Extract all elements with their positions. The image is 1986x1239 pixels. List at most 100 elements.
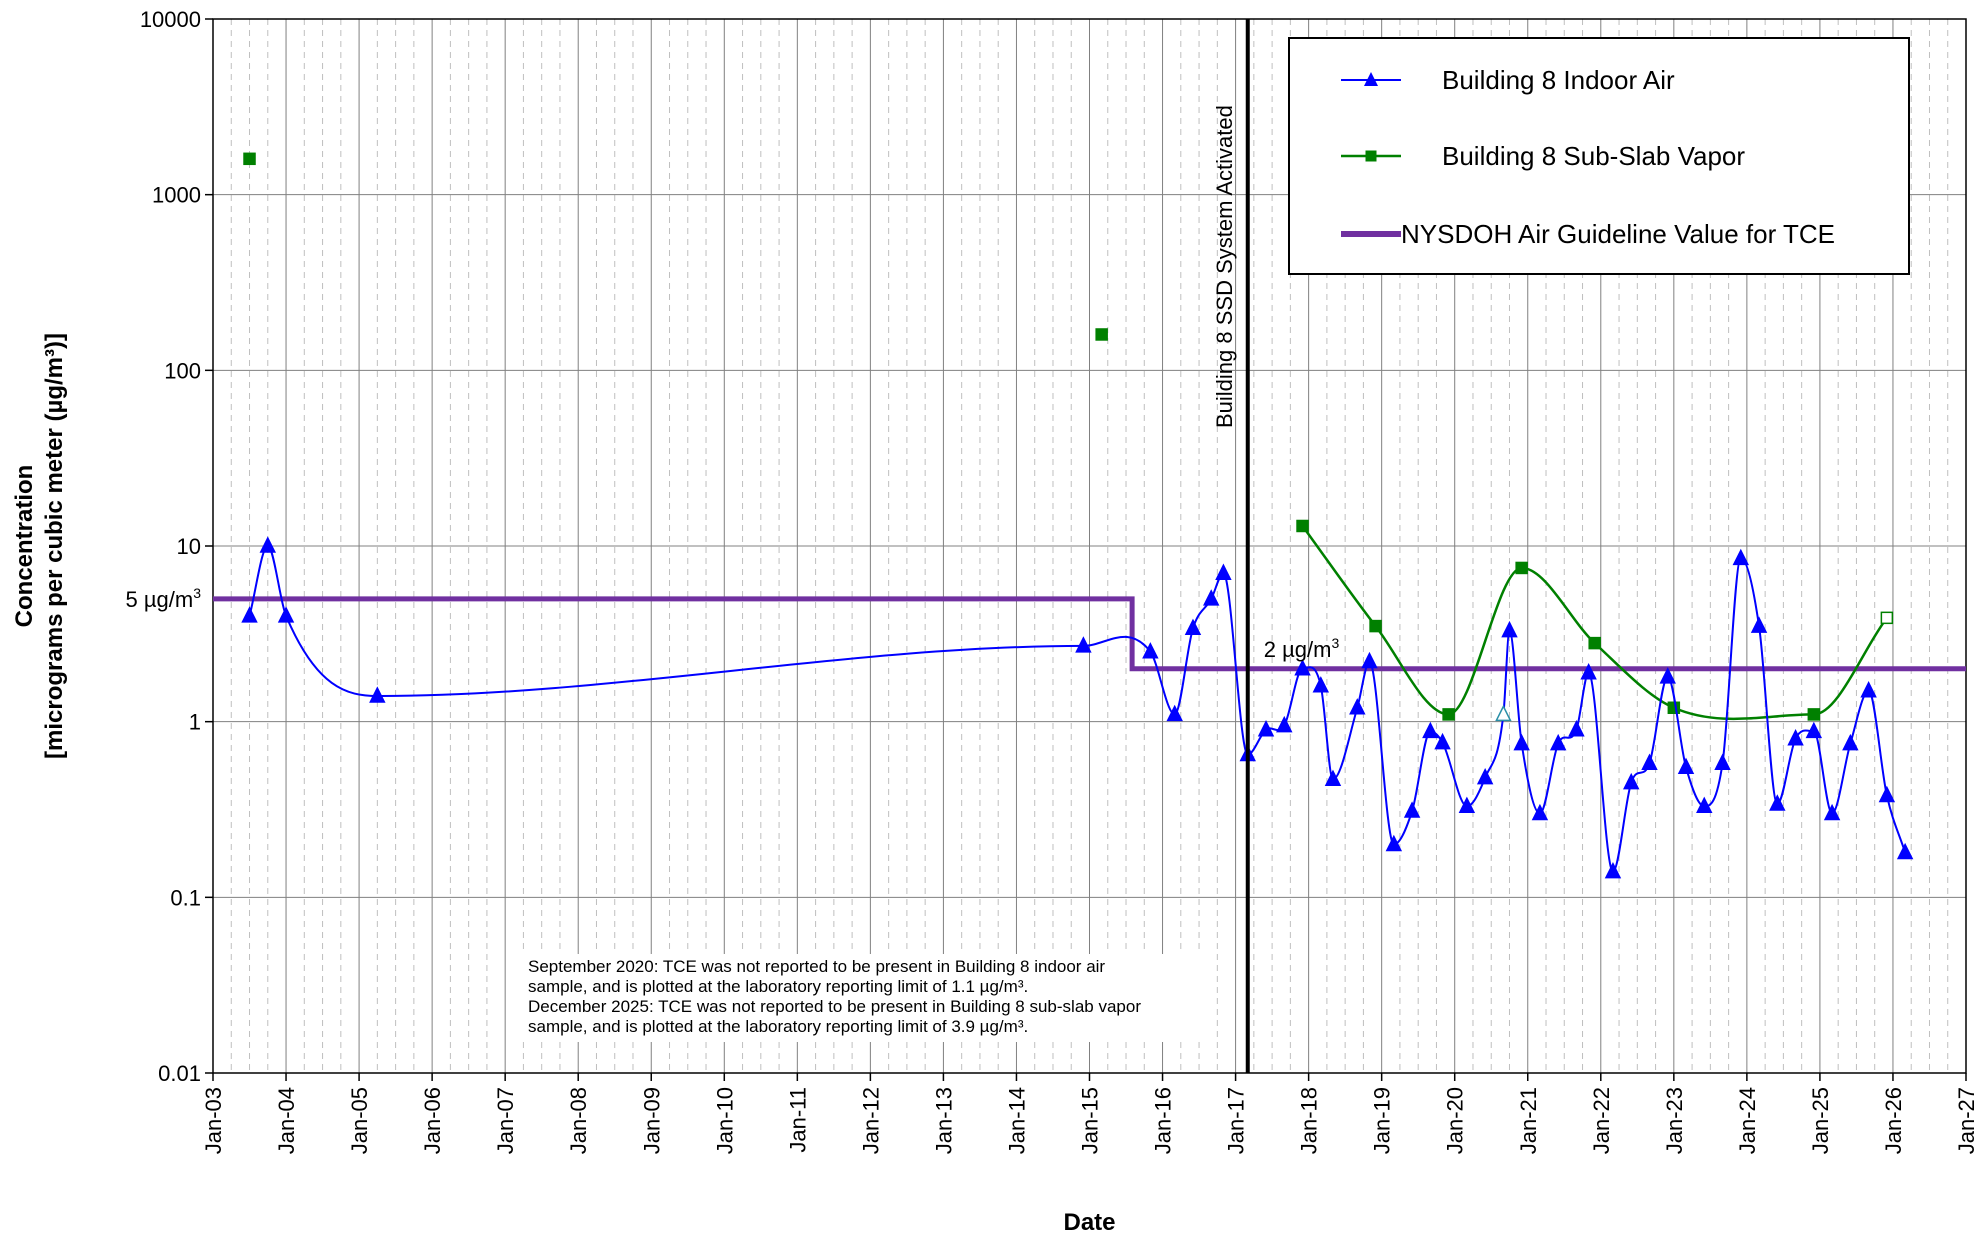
indoor-air-point [1324, 769, 1342, 787]
indoor-air-point [1714, 753, 1731, 770]
sub-slab-vapor-line [1301, 525, 1888, 721]
x-tick-label: Jan-14 [1004, 1087, 1029, 1154]
indoor-air-point [1215, 563, 1232, 580]
x-tick-label: Jan-17 [1224, 1087, 1249, 1154]
indoor-air-point [1166, 704, 1183, 722]
sub-slab-vapor-point [1296, 519, 1309, 533]
x-tick-label: Jan-05 [347, 1087, 372, 1154]
indoor-air-point [1842, 733, 1859, 751]
x-tick-label: Jan-26 [1881, 1087, 1906, 1154]
x-tick-label: Jan-23 [1662, 1087, 1687, 1154]
indoor-air-point [1495, 704, 1512, 722]
indoor-air-point [1312, 676, 1330, 693]
x-tick-label: Jan-10 [712, 1087, 737, 1154]
y-tick-label: 100 [164, 358, 201, 383]
reporting-limit-note: September 2020: TCE was not reported to … [522, 954, 1212, 1042]
sub-slab-vapor-point [1588, 636, 1601, 650]
legend: Building 8 Indoor Air Building 8 Sub-Sla… [1288, 37, 1910, 275]
y-axis-title: Concentration [micrograms per cubic mete… [11, 333, 68, 759]
x-tick-label: Jan-07 [493, 1087, 518, 1154]
indoor-air-point [1458, 796, 1476, 813]
indoor-air-point [1750, 616, 1768, 633]
indoor-air-point [1294, 659, 1311, 676]
indoor-air-point [1184, 618, 1202, 636]
indoor-air-point [1349, 698, 1366, 715]
x-tick-label: Jan-15 [1078, 1087, 1103, 1154]
x-tick-label: Jan-09 [639, 1087, 664, 1154]
indoor-air-point [1531, 803, 1549, 821]
x-tick-label: Jan-25 [1808, 1087, 1833, 1154]
legend-marker-square-icon [1365, 150, 1377, 162]
indoor-air-point [1276, 715, 1293, 733]
indoor-air-point [1769, 794, 1786, 811]
note-line: December 2025: TCE was not reported to b… [528, 997, 1141, 1016]
indoor-air-point [277, 606, 295, 623]
sub-slab-vapor-point [1667, 701, 1681, 715]
sub-slab-vapor-point [1880, 611, 1894, 625]
y-tick-label: 10000 [140, 7, 201, 32]
indoor-air-series [241, 536, 1914, 879]
indoor-air-point [1805, 721, 1823, 739]
indoor-air-point [1422, 721, 1439, 739]
guideline-5-label: 5 µg/m3 [126, 585, 202, 612]
indoor-air-point [1513, 733, 1530, 751]
legend-label-indoor-air: Building 8 Indoor Air [1442, 65, 1675, 95]
note-line: September 2020: TCE was not reported to … [528, 957, 1105, 976]
indoor-air-point [1403, 801, 1421, 818]
guideline-series [213, 596, 1966, 672]
indoor-air-point [1257, 720, 1275, 737]
major-gridlines [213, 19, 1966, 1073]
note-line: sample, and is plotted at the laboratory… [528, 1017, 1028, 1036]
indoor-air-point [1580, 663, 1597, 680]
indoor-air-point [1860, 681, 1877, 698]
indoor-air-point [1385, 834, 1403, 852]
indoor-air-point [1623, 772, 1640, 790]
x-tick-label: Jan-12 [858, 1087, 883, 1154]
indoor-air-point [1361, 651, 1378, 669]
sub-slab-vapor-point [1442, 708, 1455, 721]
y-axis: 10000 1000 100 10 1 0.1 0.01 [140, 7, 213, 1086]
legend-item-sub-slab-vapor: Building 8 Sub-Slab Vapor [1341, 141, 1745, 171]
y-tick-label: 1000 [152, 183, 201, 208]
note-line: sample, and is plotted at the laboratory… [528, 977, 1028, 996]
indoor-air-point [1501, 620, 1518, 638]
indoor-air-point [1878, 785, 1896, 803]
guideline-2-superscript: 3 [1331, 635, 1339, 651]
indoor-air-point [1549, 733, 1567, 751]
x-tick-label: Jan-03 [201, 1087, 226, 1154]
x-tick-label: Jan-21 [1516, 1087, 1541, 1154]
x-tick-label: Jan-22 [1589, 1087, 1614, 1154]
x-tick-label: Jan-27 [1954, 1087, 1979, 1154]
legend-item-guideline: NYSDOH Air Guideline Value for TCE [1341, 219, 1835, 249]
indoor-air-point [1203, 589, 1220, 606]
x-axis: Jan-03 Jan-04 Jan-05 Jan-06 Jan-07 Jan-08 Jan-… [201, 1073, 1979, 1154]
guideline-5-text: 5 µg/m [126, 587, 194, 612]
sub-slab-vapor-point [243, 152, 256, 166]
legend-item-indoor-air: Building 8 Indoor Air [1341, 65, 1675, 95]
ssd-activation-label: Building 8 SSD System Activated [1212, 105, 1237, 428]
indoor-air-point [1142, 642, 1159, 659]
indoor-air-point [1434, 732, 1451, 750]
guideline-2-text: 2 µg/m [1264, 637, 1332, 662]
indoor-air-line [248, 544, 1907, 873]
indoor-air-point [1476, 767, 1494, 785]
y-axis-title-line2: [micrograms per cubic meter (µg/m³)] [41, 333, 68, 759]
y-tick-label: 1 [189, 710, 201, 735]
indoor-air-point [1896, 842, 1914, 860]
y-tick-label: 0.1 [170, 885, 201, 910]
indoor-air-point [1075, 636, 1092, 653]
indoor-air-point [1823, 803, 1841, 821]
indoor-air-point [1568, 720, 1585, 737]
x-axis-title: Date [1063, 1209, 1115, 1236]
indoor-air-point [259, 536, 276, 553]
indoor-air-point [1659, 667, 1676, 684]
x-tick-label: Jan-18 [1297, 1087, 1322, 1154]
guideline-5-superscript: 3 [193, 585, 201, 601]
indoor-air-point [1604, 861, 1622, 879]
sub-slab-vapor-point [1369, 619, 1382, 633]
indoor-air-point [1787, 729, 1804, 746]
legend-marker-triangle-icon [1364, 72, 1378, 86]
x-tick-label: Jan-08 [566, 1087, 591, 1154]
sub-slab-vapor-series [243, 152, 1894, 721]
indoor-air-point [241, 606, 258, 623]
